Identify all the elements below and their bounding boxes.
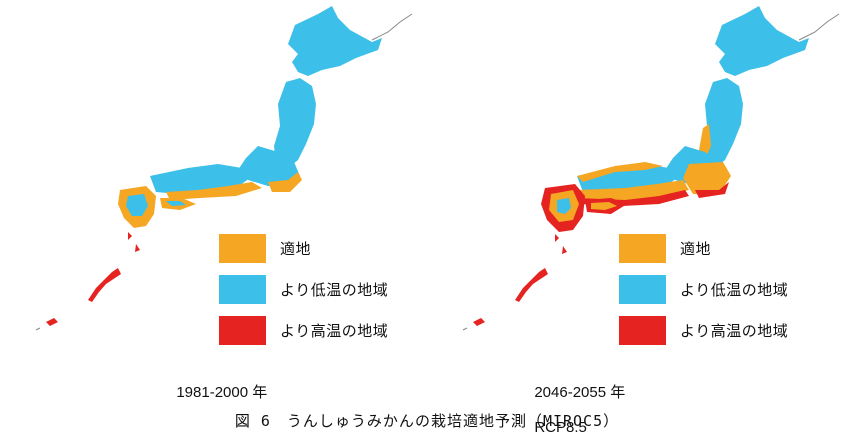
- legend-swatch-suitable: [619, 234, 666, 263]
- legend-swatch-suitable: [219, 234, 266, 263]
- legend-item-suitable: 適地: [619, 234, 819, 263]
- legend-swatch-colder: [219, 275, 266, 304]
- southern-island-2: [135, 244, 140, 252]
- map-panel-2046-2055: [427, 0, 854, 400]
- legend-left: 適地 より低温の地域 より高温の地域: [219, 234, 419, 357]
- kanto-coast-suitable: [268, 172, 302, 192]
- southern-island-2: [562, 246, 567, 254]
- legend-label-colder: より低温の地域: [680, 281, 789, 299]
- legend-label-warmer: より高温の地域: [280, 322, 389, 340]
- kanto-coast-warmer: [695, 182, 729, 198]
- scenario-label: RCP8.5: [534, 419, 587, 436]
- tohoku-region: [701, 78, 743, 168]
- tohoku-region: [274, 78, 316, 168]
- kyushu-inner-colder: [126, 194, 148, 216]
- remote-island: [462, 327, 468, 331]
- legend-item-colder: より低温の地域: [619, 275, 819, 304]
- legend-label-suitable: 適地: [680, 240, 712, 258]
- ryukyu-islands: [515, 268, 548, 302]
- hokkaido-region: [715, 6, 809, 76]
- legend-item-colder: より低温の地域: [219, 275, 419, 304]
- tohoku-coast-suitable: [699, 124, 711, 160]
- period-label-text: 2046-2055 年: [534, 384, 626, 401]
- legend-swatch-colder: [619, 275, 666, 304]
- legend-item-suitable: 適地: [219, 234, 419, 263]
- shikoku-inner-colder: [166, 201, 186, 206]
- legend-label-colder: より低温の地域: [280, 281, 389, 299]
- period-label-1981-2000: 1981-2000 年: [168, 364, 267, 402]
- pacific-coast-suitable: [166, 182, 262, 200]
- legend-item-warmer: より高温の地域: [219, 316, 419, 345]
- legend-label-suitable: 適地: [280, 240, 312, 258]
- sea-of-japan-coast-suitable: [577, 162, 663, 182]
- legend-swatch-warmer: [219, 316, 266, 345]
- southern-island-1: [128, 232, 132, 240]
- figure-caption: 図 6 うんしゅうみかんの栽培適地予測（MIROC5）: [234, 412, 620, 430]
- sakishima-islands: [473, 318, 485, 326]
- legend-label-warmer: より高温の地域: [680, 322, 789, 340]
- legend-right: 適地 より低温の地域 より高温の地域: [619, 234, 819, 357]
- kanto-chubu-region: [238, 146, 300, 186]
- sakishima-islands: [46, 318, 58, 326]
- period-label-2046-2055: 2046-2055 年 RCP8.5: [526, 364, 625, 436]
- southern-island-1: [555, 234, 559, 242]
- period-label-text: 1981-2000 年: [176, 384, 268, 401]
- kuril-islands: [371, 13, 413, 41]
- legend-swatch-warmer: [619, 316, 666, 345]
- kyushu-inner-colder: [557, 198, 571, 214]
- hokkaido-region: [288, 6, 382, 76]
- legend-item-warmer: より高温の地域: [619, 316, 819, 345]
- map-panel-1981-2000: [0, 0, 427, 400]
- japan-map: [35, 6, 413, 331]
- ryukyu-islands: [88, 268, 121, 302]
- remote-island: [35, 327, 41, 331]
- kuril-islands: [798, 13, 840, 41]
- shikoku-suitable: [591, 202, 617, 210]
- kanto-coast-suitable: [683, 162, 731, 194]
- japan-map: [462, 6, 840, 331]
